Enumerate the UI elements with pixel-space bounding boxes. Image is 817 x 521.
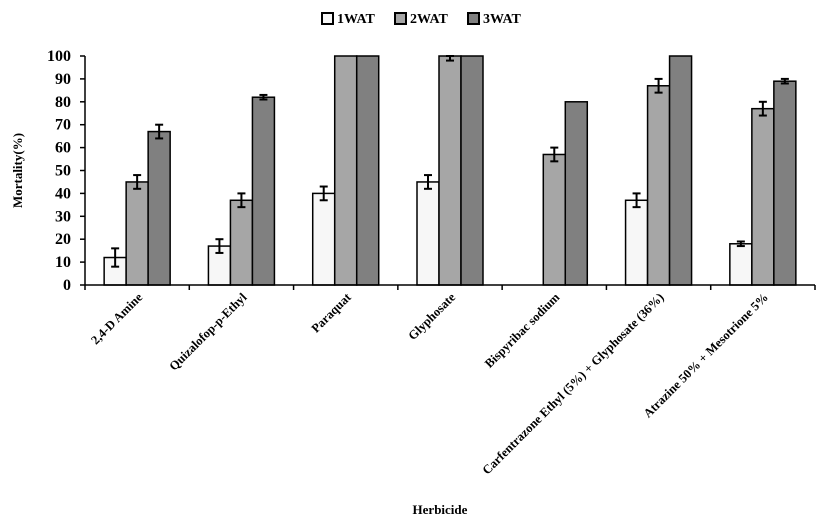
legend-label: 3WAT bbox=[483, 12, 522, 27]
bar-group bbox=[729, 77, 797, 286]
x-tick-label: 2,4-D Amine bbox=[88, 290, 145, 347]
legend-swatch bbox=[467, 12, 480, 25]
bar bbox=[333, 55, 358, 286]
bar bbox=[229, 199, 254, 286]
bar bbox=[147, 130, 171, 286]
bar bbox=[416, 181, 440, 286]
bar bbox=[438, 55, 462, 286]
bar bbox=[668, 55, 693, 286]
bar bbox=[311, 192, 336, 286]
y-tick-label: 30 bbox=[55, 208, 71, 225]
bar bbox=[646, 85, 671, 286]
bar-group bbox=[207, 93, 276, 286]
y-axis: 0 10 20 30 40 50 60 70 80 90 100 bbox=[47, 48, 86, 294]
bar bbox=[542, 153, 567, 286]
legend-label: 2WAT bbox=[410, 12, 449, 27]
y-tick-label: 90 bbox=[55, 71, 71, 88]
x-tick-label: Bispyribac sodium bbox=[482, 290, 563, 371]
x-tick-label: Quizalofop-p-Ethyl bbox=[166, 290, 249, 373]
y-tick-label: 10 bbox=[55, 254, 71, 271]
bar bbox=[773, 80, 797, 286]
x-tick-label: Atrazine 50% + Mesotrione 5% bbox=[641, 290, 771, 420]
y-tick-label: 100 bbox=[47, 48, 71, 65]
x-axis: 2,4-D Amine Quizalofop-p-Ethyl Paraquat Gly… bbox=[84, 284, 816, 477]
y-tick-label: 20 bbox=[55, 231, 71, 248]
y-tick-label: 60 bbox=[55, 140, 71, 157]
x-tick-label: Paraquat bbox=[309, 290, 355, 336]
y-tick-label: 40 bbox=[55, 185, 71, 202]
y-tick-label: 80 bbox=[55, 94, 71, 111]
bar bbox=[729, 243, 753, 286]
y-tick-label: 0 bbox=[63, 277, 71, 294]
legend: 1WAT 2WAT 3WAT bbox=[321, 12, 522, 27]
bars bbox=[103, 55, 797, 286]
bar bbox=[460, 55, 484, 286]
bar bbox=[624, 199, 649, 286]
legend-swatch bbox=[321, 12, 334, 25]
bar-group bbox=[624, 55, 693, 286]
bar-group bbox=[416, 55, 484, 286]
y-tick-label: 50 bbox=[55, 163, 71, 180]
bar-group bbox=[542, 101, 589, 286]
bar-group bbox=[311, 55, 380, 286]
y-tick-label: 70 bbox=[55, 117, 71, 134]
legend-swatch bbox=[394, 12, 407, 25]
bar bbox=[251, 96, 276, 286]
bar bbox=[564, 101, 589, 286]
x-tick-label: Carfentrazone Ethyl (5%) + Glyphosate (3… bbox=[480, 290, 667, 477]
bar bbox=[355, 55, 380, 286]
x-axis-title: Herbicide bbox=[413, 502, 468, 517]
bar bbox=[125, 181, 149, 286]
y-axis-title: Mortality(%) bbox=[10, 133, 25, 208]
x-tick-label: Glyphosate bbox=[405, 290, 458, 343]
bar bbox=[751, 107, 775, 286]
bar-group bbox=[103, 123, 171, 286]
legend-label: 1WAT bbox=[337, 12, 376, 27]
